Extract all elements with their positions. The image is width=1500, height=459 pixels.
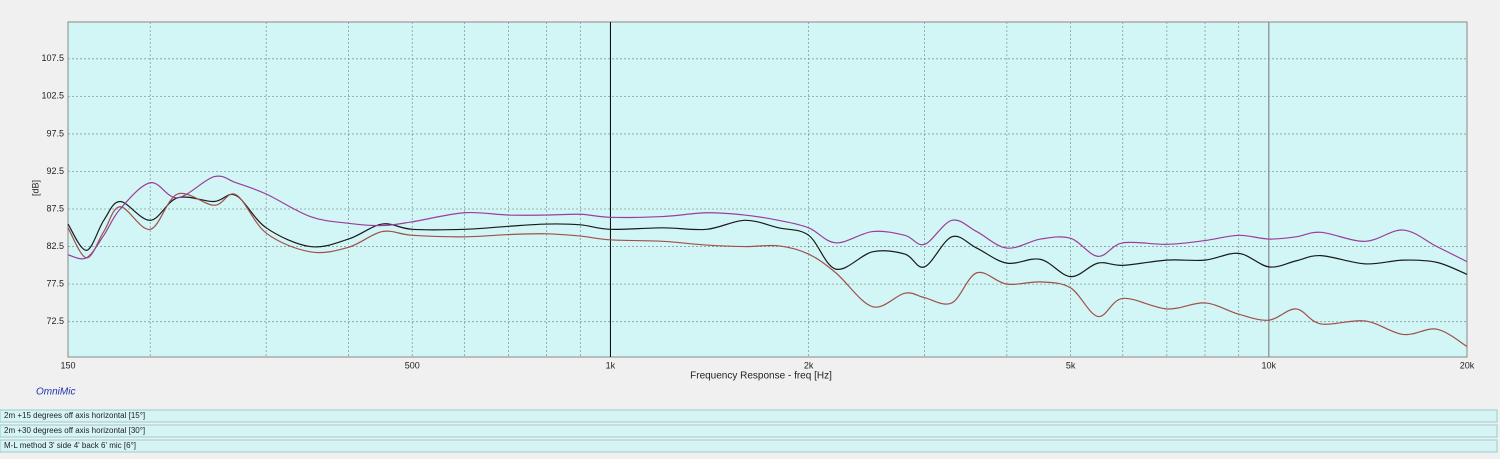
x-tick-label: 20k	[1460, 360, 1475, 370]
y-tick-label: 77.5	[46, 279, 64, 289]
y-tick-label: 92.5	[46, 166, 64, 176]
x-tick-label: 10k	[1262, 360, 1277, 370]
y-tick-label: 72.5	[46, 316, 64, 326]
y-tick-label: 97.5	[46, 128, 64, 138]
legend-entry: 2m +15 degrees off axis horizontal [15°]	[4, 411, 145, 420]
x-tick-label: 500	[405, 360, 420, 370]
legend-entry: 2m +30 degrees off axis horizontal [30°]	[4, 426, 145, 435]
series-line	[67, 175, 1468, 263]
x-tick-label: 5k	[1066, 360, 1076, 370]
plot-area	[67, 21, 1468, 358]
y-tick-label: 102.5	[41, 91, 64, 101]
watermark: OmniMic	[36, 387, 75, 398]
y-tick-label: 107.5	[41, 53, 64, 63]
x-tick-label: 1k	[606, 360, 616, 370]
legend-row	[0, 424, 1498, 438]
legend-entry: M-L method 3' side 4' back 6' mic [6°]	[4, 441, 136, 450]
legend-row	[0, 409, 1498, 423]
series-line	[67, 192, 1468, 348]
y-tick-label: 82.5	[46, 241, 64, 251]
y-axis-label: [dB]	[30, 180, 40, 196]
x-tick-label: 2k	[804, 360, 814, 370]
x-tick-label: 150	[60, 360, 75, 370]
legend-row	[0, 439, 1498, 453]
y-tick-label: 87.5	[46, 203, 64, 213]
x-axis-label: Frequency Response - freq [Hz]	[690, 371, 832, 382]
legend: 2m +15 degrees off axis horizontal [15°]…	[0, 409, 1498, 453]
